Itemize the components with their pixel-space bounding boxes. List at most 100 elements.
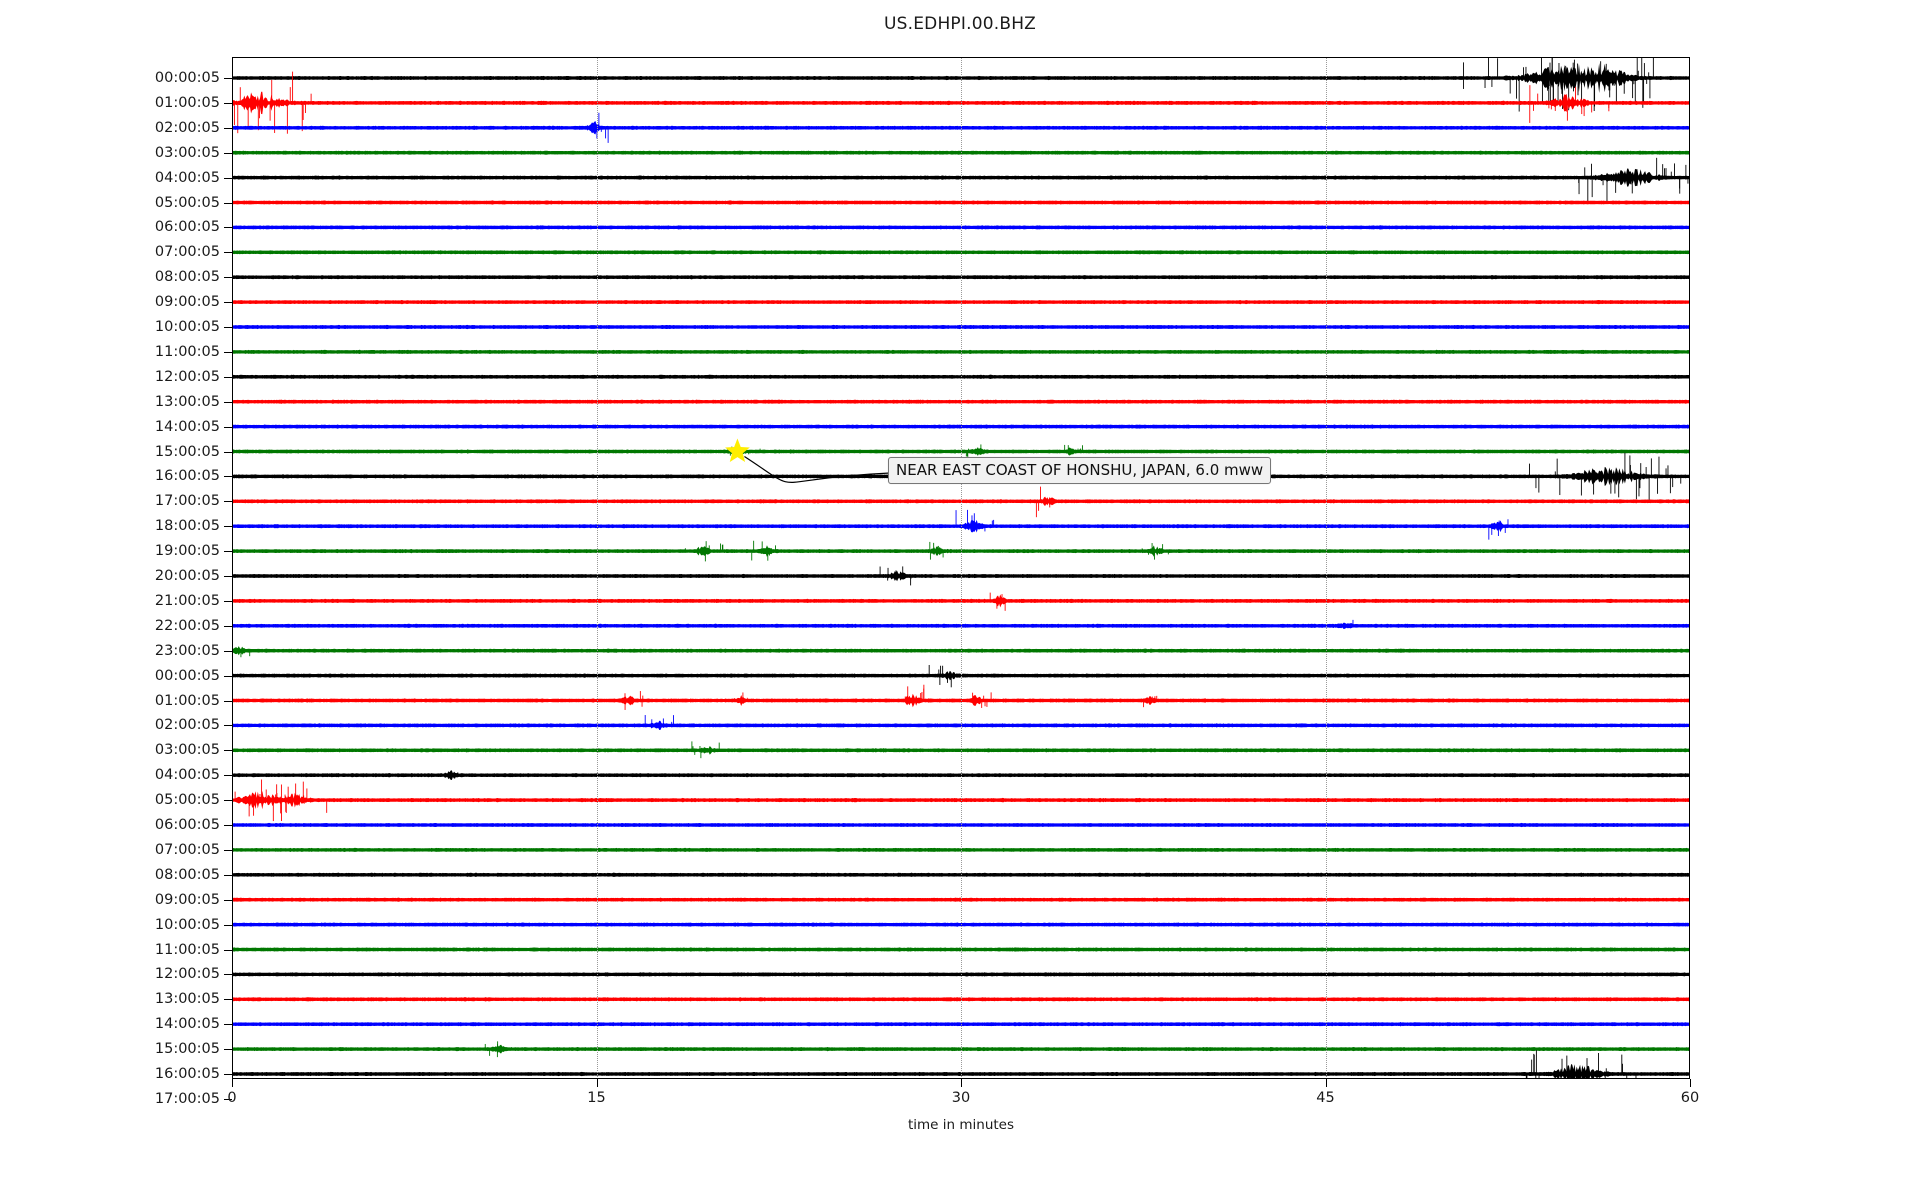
y-tick-30 — [224, 825, 232, 826]
y-tick-8 — [224, 277, 232, 279]
y-tick-11 — [224, 351, 232, 353]
y-tick-32 — [224, 874, 232, 876]
y-tick-label: 01:00:05 — [154, 94, 220, 111]
y-tick-label: 21:00:05 — [154, 592, 220, 609]
y-tick-label: 17:00:05 — [154, 1090, 220, 1107]
x-tick-30 — [961, 1079, 962, 1087]
y-tick-18 — [224, 526, 232, 528]
y-tick-0 — [224, 78, 232, 79]
y-tick-label: 07:00:05 — [154, 244, 220, 261]
y-tick-23 — [224, 650, 232, 652]
x-tick-60 — [1690, 1079, 1691, 1087]
y-tick-21 — [224, 600, 232, 602]
y-tick-13 — [224, 401, 232, 403]
y-tick-label: 12:00:05 — [154, 966, 220, 983]
y-tick-9 — [224, 302, 232, 304]
y-tick-label: 14:00:05 — [154, 418, 220, 435]
y-tick-label: 03:00:05 — [154, 144, 220, 161]
y-tick-label: 18:00:05 — [154, 518, 220, 535]
y-tick-label: 19:00:05 — [154, 543, 220, 560]
y-tick-10 — [224, 327, 232, 328]
y-tick-29 — [224, 800, 232, 802]
x-tick-label: 0 — [227, 1090, 237, 1106]
y-tick-label: 17:00:05 — [154, 493, 220, 510]
y-tick-31 — [224, 849, 232, 851]
y-tick-16 — [224, 476, 232, 478]
y-tick-3 — [224, 152, 232, 154]
page-title: US.EDHPI.00.BHZ — [883, 14, 1037, 34]
y-tick-label: 00:00:05 — [154, 667, 220, 684]
y-tick-6 — [224, 227, 232, 229]
y-tick-39 — [224, 1049, 232, 1051]
y-tick-37 — [224, 999, 232, 1001]
y-tick-label: 15:00:05 — [154, 443, 220, 460]
y-tick-38 — [224, 1024, 232, 1026]
y-tick-label: 08:00:05 — [154, 866, 220, 883]
plot-axes — [224, 57, 1691, 1100]
x-tick-label: 30 — [951, 1090, 971, 1106]
x-tick-45 — [1325, 1079, 1327, 1087]
y-tick-7 — [224, 252, 232, 254]
y-tick-label: 13:00:05 — [154, 991, 220, 1008]
y-tick-label: 01:00:05 — [154, 692, 220, 709]
y-tick-17 — [224, 501, 232, 503]
x-tick-0 — [232, 1079, 233, 1087]
y-tick-label: 02:00:05 — [154, 717, 220, 734]
y-tick-label: 14:00:05 — [154, 1016, 220, 1033]
y-tick-label: 15:00:05 — [154, 1041, 220, 1058]
y-tick-28 — [224, 775, 232, 777]
y-tick-label: 02:00:05 — [154, 119, 220, 136]
y-tick-34 — [224, 924, 232, 926]
x-tick-label: 60 — [1680, 1090, 1700, 1106]
y-tick-label: 05:00:05 — [154, 194, 220, 211]
y-tick-label: 13:00:05 — [154, 393, 220, 410]
y-tick-40 — [224, 1074, 232, 1075]
y-tick-35 — [224, 949, 232, 951]
y-tick-19 — [224, 551, 232, 553]
y-tick-label: 04:00:05 — [154, 767, 220, 784]
y-tick-15 — [224, 451, 232, 453]
gridline-15 — [596, 57, 598, 1079]
gridline-30 — [961, 57, 962, 1079]
x-axis-title: time in minutes — [907, 1117, 1015, 1133]
y-tick-2 — [224, 127, 232, 129]
y-tick-label: 22:00:05 — [154, 617, 220, 634]
y-tick-label: 05:00:05 — [154, 792, 220, 809]
y-tick-27 — [224, 750, 232, 752]
y-tick-label: 11:00:05 — [154, 343, 220, 360]
event-annotation-label: NEAR EAST COAST OF HONSHU, JAPAN, 6.0 mw… — [888, 457, 1272, 484]
y-tick-label: 10:00:05 — [154, 916, 220, 933]
y-tick-label: 06:00:05 — [154, 817, 220, 833]
y-tick-label: 00:00:05 — [154, 70, 220, 86]
y-tick-20 — [224, 576, 232, 577]
y-tick-label: 23:00:05 — [154, 642, 220, 659]
y-tick-24 — [224, 675, 232, 677]
y-tick-label: 10:00:05 — [154, 319, 220, 335]
x-tick-15 — [596, 1079, 598, 1087]
y-tick-22 — [224, 625, 232, 627]
y-tick-14 — [224, 426, 232, 428]
y-tick-label: 16:00:05 — [154, 1066, 220, 1082]
y-tick-label: 08:00:05 — [154, 269, 220, 286]
y-tick-5 — [224, 202, 232, 204]
y-tick-label: 09:00:05 — [154, 891, 220, 908]
y-tick-25 — [224, 700, 232, 702]
x-tick-label: 15 — [587, 1090, 606, 1106]
y-tick-label: 04:00:05 — [154, 169, 220, 186]
y-tick-12 — [224, 376, 232, 378]
gridline-45 — [1325, 57, 1327, 1079]
y-tick-label: 06:00:05 — [154, 219, 220, 236]
y-tick-33 — [224, 899, 232, 901]
y-tick-label: 11:00:05 — [154, 941, 220, 958]
y-tick-label: 16:00:05 — [154, 468, 220, 485]
x-tick-label: 45 — [1316, 1090, 1335, 1106]
y-tick-36 — [224, 974, 232, 976]
y-tick-label: 20:00:05 — [154, 568, 220, 584]
y-tick-label: 09:00:05 — [154, 294, 220, 311]
y-tick-label: 07:00:05 — [154, 841, 220, 858]
y-tick-4 — [224, 177, 232, 179]
y-tick-41 — [224, 1098, 232, 1100]
y-tick-label: 03:00:05 — [154, 742, 220, 759]
y-tick-1 — [224, 102, 232, 104]
